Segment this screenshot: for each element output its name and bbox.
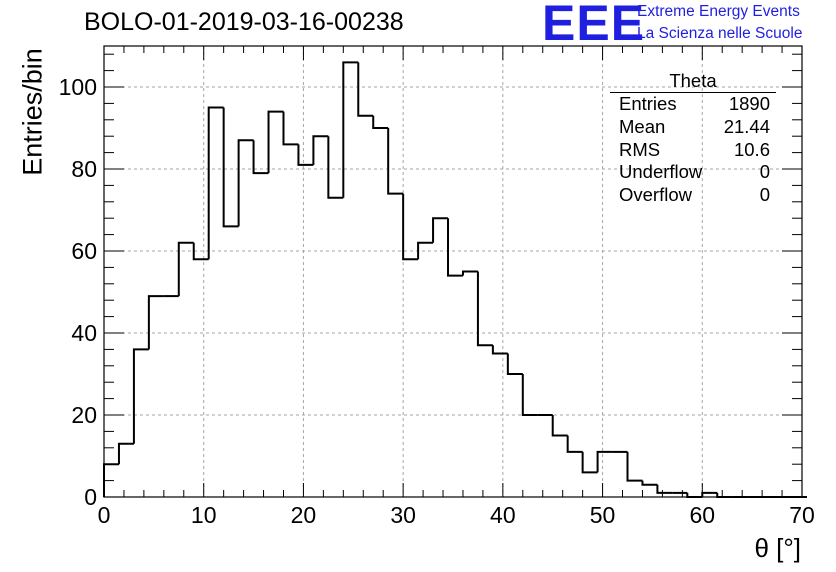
- histogram-bin: [207, 106, 224, 260]
- stats-label: Underflow: [619, 161, 703, 183]
- histogram-bin: [461, 270, 478, 276]
- histogram-bin: [566, 435, 583, 453]
- x-tick-label: 10: [191, 502, 217, 528]
- histogram-bin: [551, 415, 568, 437]
- histogram-bin: [372, 115, 389, 129]
- stats-value: 21.44: [723, 115, 770, 137]
- histogram-bin: [432, 217, 449, 243]
- histogram-bin: [387, 128, 404, 195]
- histogram-bin: [581, 451, 598, 474]
- y-tick-label: 100: [59, 74, 97, 100]
- stats-box: Theta Entries 1890 Mean 21.44 RMS 10.6 U…: [610, 70, 776, 207]
- histogram-bin: [686, 492, 703, 498]
- histogram-bin: [476, 271, 493, 347]
- histogram-bin: [252, 140, 269, 175]
- x-tick-label: 20: [291, 502, 317, 528]
- x-tick-label: 70: [789, 502, 815, 528]
- histogram-bin: [297, 144, 314, 166]
- histogram-bin: [117, 442, 134, 465]
- histogram-bin: [596, 450, 613, 473]
- stats-row-rms: RMS 10.6: [610, 139, 776, 162]
- histogram-bin: [342, 61, 359, 198]
- histogram-bin: [357, 62, 374, 117]
- x-tick-label: 30: [390, 502, 416, 528]
- stats-value: 10.6: [733, 138, 770, 160]
- x-tick-label: 60: [689, 502, 715, 528]
- histogram-bin: [327, 136, 344, 199]
- histogram-bin: [147, 295, 164, 350]
- y-tick-label: 0: [84, 484, 97, 510]
- y-tick-label: 80: [71, 156, 97, 182]
- stats-label: Overflow: [619, 184, 692, 206]
- histogram-bin: [312, 135, 329, 165]
- histogram-bin: [282, 111, 299, 146]
- x-tick-label: 50: [590, 502, 616, 528]
- histogram-bin: [267, 110, 284, 174]
- x-axis-label: θ [°]: [754, 533, 801, 563]
- logo-subtitle-2: La Scienza nelle Scuole: [637, 25, 803, 42]
- histogram-bin: [132, 348, 149, 444]
- histogram-bin: [417, 241, 434, 260]
- plot-frame: [103, 45, 803, 498]
- stats-row-mean: Mean 21.44: [610, 116, 776, 139]
- x-tick-label: 0: [98, 502, 111, 528]
- stats-label: Entries: [619, 93, 677, 114]
- histogram-bin: [701, 491, 718, 497]
- histogram-bin: [222, 107, 239, 228]
- histogram-bin: [402, 193, 419, 261]
- histogram-bin: [521, 374, 538, 416]
- stats-title: Theta: [610, 70, 776, 93]
- histogram-bin: [177, 241, 194, 297]
- stats-value: 0: [759, 184, 770, 206]
- y-axis-label: Entries/bin: [17, 48, 48, 176]
- histogram-bin: [506, 353, 523, 375]
- histogram-bin: [192, 242, 209, 261]
- stats-label: RMS: [619, 138, 661, 160]
- histogram-bin: [447, 218, 463, 277]
- stats-label: Mean: [619, 115, 666, 137]
- y-tick-label: 60: [71, 238, 97, 264]
- logo-subtitle-1: Extreme Energy Events: [637, 3, 800, 20]
- y-tick-label: 40: [71, 320, 97, 346]
- x-tick-label: 40: [490, 502, 516, 528]
- histogram-bin: [716, 492, 733, 498]
- stats-value: 1890: [728, 93, 770, 114]
- histogram-bin: [626, 451, 643, 482]
- stats-row-underflow: Underflow 0: [610, 161, 776, 184]
- stats-row-entries: Entries 1890: [610, 93, 776, 116]
- histogram-bin: [491, 345, 508, 355]
- histogram-bin: [237, 139, 254, 227]
- eee-logo: EEE: [542, 0, 646, 51]
- histogram-bin: [656, 484, 673, 494]
- stats-value: 0: [759, 161, 770, 183]
- y-tick-label: 20: [71, 402, 97, 428]
- chart-title: BOLO-01-2019-03-16-00238: [84, 8, 404, 36]
- stats-row-overflow: Overflow 0: [610, 184, 776, 207]
- histogram-bin: [641, 480, 658, 486]
